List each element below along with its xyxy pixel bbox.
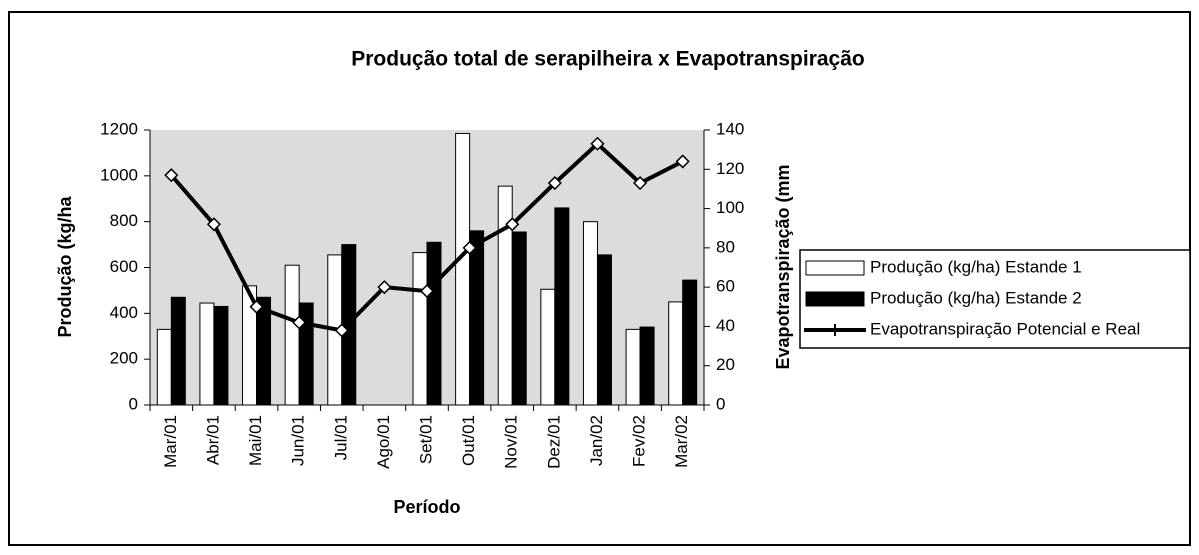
legend-label: Evapotranspiração Potencial e Real [870, 319, 1140, 338]
y2-tick-label: 60 [716, 277, 735, 296]
marker [462, 240, 477, 255]
bar [199, 302, 215, 406]
bar [284, 264, 300, 406]
y2-tick-label: 20 [716, 355, 735, 374]
marker [206, 217, 221, 232]
y-tick-label: 1200 [100, 119, 138, 138]
x-tick-label: Jun/01 [289, 415, 308, 466]
x-tick-label: Mar/02 [672, 415, 691, 468]
y-tick-label: 600 [110, 257, 138, 276]
marker [334, 323, 349, 338]
bar [469, 230, 485, 406]
y2-tick-label: 120 [716, 159, 744, 178]
bar [170, 296, 186, 406]
x-tick-label: Jan/02 [587, 415, 606, 466]
bar [412, 252, 428, 406]
x-tick-label: Mar/01 [161, 415, 180, 468]
bar [497, 185, 513, 406]
bar [426, 241, 442, 406]
legend-label: Produção (kg/ha) Estande 2 [870, 288, 1082, 307]
y-tick-label: 800 [110, 211, 138, 230]
bar [511, 231, 527, 406]
y-tick-label: 1000 [100, 165, 138, 184]
marker [419, 284, 435, 299]
y-tick-label: 400 [110, 303, 138, 322]
y2-tick-label: 0 [716, 394, 725, 413]
x-tick-label: Nov/01 [502, 415, 521, 469]
marker [505, 217, 520, 232]
y2-axis-title: Evapotranspiração (mm [773, 164, 793, 369]
bar [582, 221, 598, 406]
bar [540, 288, 556, 406]
marker [292, 315, 307, 330]
x-tick-label: Fev/02 [630, 415, 649, 467]
bar [682, 279, 698, 406]
marker [547, 175, 562, 191]
legend-swatch [805, 260, 865, 276]
x-tick-label: Set/01 [416, 415, 435, 464]
bar [256, 296, 272, 406]
chart-title: Produção total de serapilheira x Evapotr… [351, 48, 865, 71]
bar [455, 132, 471, 406]
bar [213, 305, 229, 406]
y-tick-label: 0 [129, 394, 138, 413]
bar [625, 328, 641, 406]
marker [164, 168, 179, 183]
bar [554, 207, 570, 406]
x-tick-label: Out/01 [459, 415, 478, 466]
bar [668, 301, 684, 406]
bar [639, 326, 655, 406]
marker [590, 136, 605, 151]
bar [298, 302, 314, 406]
y2-tick-label: 40 [716, 316, 735, 335]
marker [675, 154, 690, 169]
legend-label: Produção (kg/ha) Estande 1 [870, 257, 1082, 276]
x-axis-title: Período [393, 497, 460, 517]
marker [249, 299, 264, 314]
x-tick-label: Abr/01 [203, 415, 222, 465]
x-tick-label: Mai/01 [246, 415, 265, 466]
y-axis-title: Produção (kg/ha [55, 196, 75, 338]
bar [596, 254, 612, 406]
y2-tick-label: 140 [716, 119, 744, 138]
y-tick-label: 200 [110, 349, 138, 368]
x-tick-label: Jul/01 [331, 415, 350, 460]
y2-tick-label: 80 [716, 237, 735, 256]
bar [156, 328, 172, 406]
x-tick-label: Dez/01 [544, 415, 563, 469]
marker [377, 280, 392, 295]
marker [633, 175, 648, 191]
legend-swatch [805, 291, 865, 307]
y2-tick-label: 100 [716, 198, 744, 217]
x-tick-label: Ago/01 [374, 415, 393, 469]
